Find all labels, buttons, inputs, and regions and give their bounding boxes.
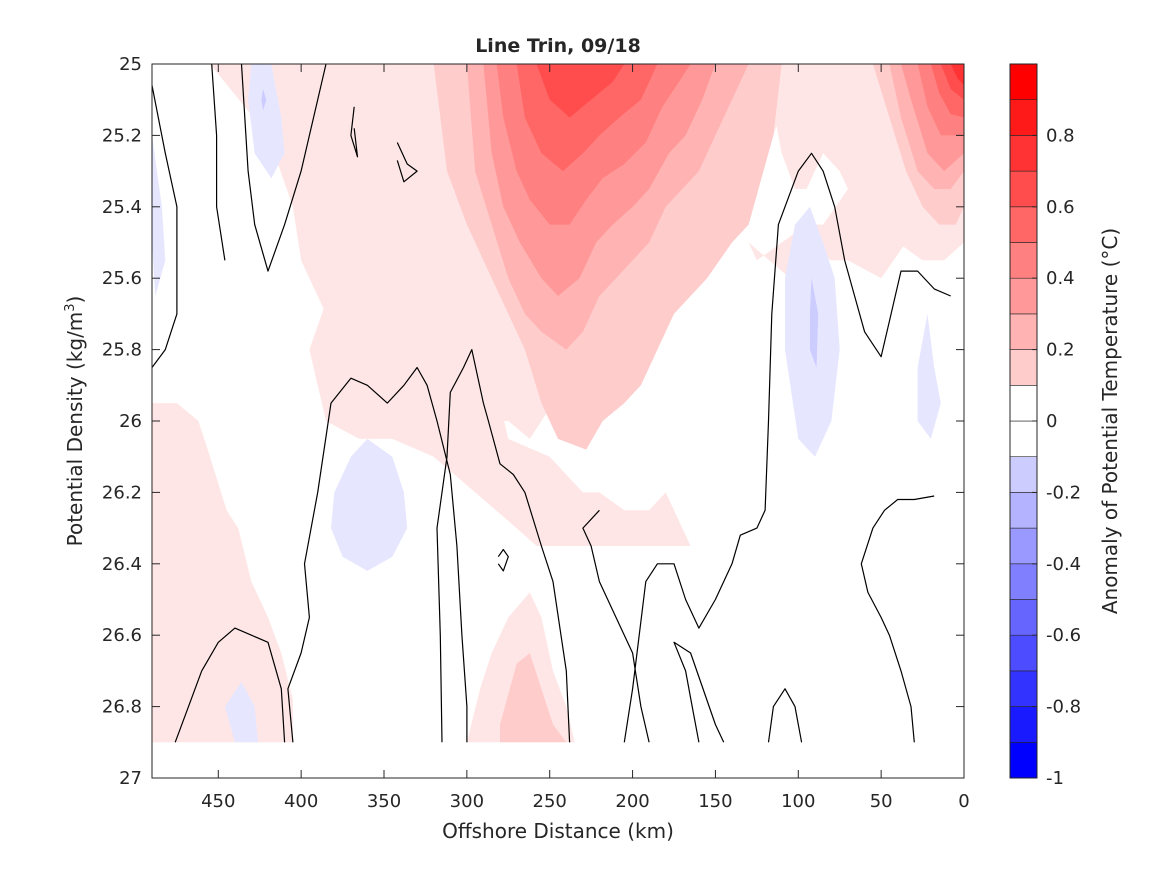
y-tick-label: 25.2 xyxy=(102,125,142,146)
x-axis-ticks: 450 400 350 300 250 200 150 100 50 0 xyxy=(201,64,970,812)
colorbar-swatch xyxy=(1009,99,1038,136)
warm-anomaly-region xyxy=(500,653,567,743)
colorbar-tick-label: 0.2 xyxy=(1046,340,1075,361)
colorbar-swatch xyxy=(1009,706,1038,743)
x-tick-label: 50 xyxy=(870,791,893,812)
colorbar-swatch xyxy=(1009,313,1038,350)
colorbar-ticks: 0.8 0.6 0.4 0.2 0 -0.2 -0.4 -0.6 -0.8 -1 xyxy=(1032,125,1081,789)
colorbar-tick-label: 0 xyxy=(1046,411,1057,432)
x-tick-label: 450 xyxy=(201,791,235,812)
y-tick-label: 26.2 xyxy=(102,482,142,503)
colorbar-tick-label: -0.8 xyxy=(1046,697,1081,718)
colorbar-swatch xyxy=(1009,170,1038,208)
colorbar: 0.8 0.6 0.4 0.2 0 -0.2 -0.4 -0.6 -0.8 -1 xyxy=(1009,63,1081,789)
colorbar-swatch xyxy=(1009,527,1038,565)
cool-anomaly-region xyxy=(261,89,267,111)
chart-title: Line Trin, 09/18 xyxy=(475,35,641,57)
zero-contour-line xyxy=(860,495,935,743)
y-tick-label: 25 xyxy=(119,54,142,75)
colorbar-swatch xyxy=(1009,456,1038,493)
colorbar-swatch xyxy=(1009,741,1038,779)
colorbar-swatch xyxy=(1009,135,1038,172)
colorbar-swatch xyxy=(1009,420,1038,458)
zero-contour-line xyxy=(240,64,327,272)
zero-contour-line xyxy=(350,106,359,158)
y-tick-label: 26.8 xyxy=(102,697,142,718)
colorbar-swatch xyxy=(1009,563,1038,600)
zero-contour-line xyxy=(582,509,650,743)
x-tick-label: 400 xyxy=(284,791,318,812)
zero-contour-line xyxy=(767,688,803,743)
y-tick-label: 26 xyxy=(119,411,142,432)
colorbar-tick-label: -0.4 xyxy=(1046,554,1081,575)
colorbar-tick-label: 0.4 xyxy=(1046,268,1075,289)
y-tick-label: 27 xyxy=(119,768,142,789)
y-tick-label: 26.6 xyxy=(102,625,142,646)
zero-contour-line xyxy=(623,152,951,743)
y-axis-label-close: ) xyxy=(63,296,87,304)
x-tick-label: 150 xyxy=(698,791,732,812)
colorbar-tick-label: -0.6 xyxy=(1046,625,1081,646)
colorbar-swatch xyxy=(1009,492,1038,529)
y-tick-label: 25.4 xyxy=(102,197,142,218)
warm-anomaly-region xyxy=(309,189,691,546)
zero-contour-line xyxy=(287,366,468,743)
cool-anomaly-region xyxy=(248,64,285,179)
colorbar-swatch xyxy=(1009,277,1038,315)
colorbar-swatch xyxy=(1009,634,1038,672)
colorbar-tick-label: -1 xyxy=(1046,768,1064,789)
colorbar-tick-label: -0.2 xyxy=(1046,482,1081,503)
cool-anomaly-region xyxy=(224,681,259,743)
y-tick-label: 25.6 xyxy=(102,268,142,289)
zero-contour-line xyxy=(152,85,178,368)
colorbar-swatch xyxy=(1009,670,1038,707)
cool-anomaly-region xyxy=(809,278,819,368)
y-axis-label: Potential Density (kg/m3) xyxy=(63,296,87,547)
cool-anomaly-region xyxy=(331,438,408,571)
plot-area: 450 400 350 300 250 200 150 100 50 0 2525.225.425… xyxy=(102,54,970,812)
colorbar-swatch xyxy=(1009,206,1038,243)
zero-contour-line xyxy=(211,64,226,261)
x-tick-label: 200 xyxy=(615,791,649,812)
colorbar-swatch xyxy=(1009,349,1038,386)
zero-contour-line xyxy=(436,349,571,743)
y-axis-label-superscript: 3 xyxy=(63,303,78,311)
warm-anomaly-region xyxy=(536,64,625,118)
zero-contour-line xyxy=(673,641,725,743)
y-axis-ticks: 25 25.2 25.4 25.6 25.8 26 26.2 26.4 26.6 26.8 27 xyxy=(102,54,964,789)
colorbar-swatch xyxy=(1009,384,1038,422)
zero-contour-lines xyxy=(152,64,951,743)
colorbar-swatch xyxy=(1009,63,1038,101)
y-axis-label-text: Potential Density (kg/m xyxy=(63,312,87,547)
warm-anomaly-region xyxy=(152,403,293,743)
cool-anomaly-region xyxy=(917,313,941,439)
x-tick-label: 0 xyxy=(958,791,969,812)
x-tick-label: 250 xyxy=(533,791,567,812)
colorbar-swatch xyxy=(1009,599,1038,636)
y-tick-label: 25.8 xyxy=(102,340,142,361)
y-tick-label: 26.4 xyxy=(102,554,142,575)
colorbar-swatch xyxy=(1009,242,1038,279)
colorbar-swatches xyxy=(1009,63,1038,779)
x-tick-label: 100 xyxy=(781,791,815,812)
warm-anomaly-region xyxy=(950,64,964,86)
x-axis-label: Offshore Distance (km) xyxy=(442,819,674,843)
colorbar-label: Anomaly of Potential Temperature (°C) xyxy=(1098,228,1122,614)
x-tick-label: 300 xyxy=(450,791,484,812)
zero-contour-line xyxy=(497,548,509,572)
zero-contour-line xyxy=(174,627,286,743)
colorbar-tick-label: 0.6 xyxy=(1046,197,1075,218)
cool-anomaly-region xyxy=(152,135,166,296)
colorbar-tick-label: 0.8 xyxy=(1046,125,1075,146)
filled-contours xyxy=(152,64,964,743)
x-tick-label: 350 xyxy=(367,791,401,812)
zero-contour-line xyxy=(396,142,418,183)
